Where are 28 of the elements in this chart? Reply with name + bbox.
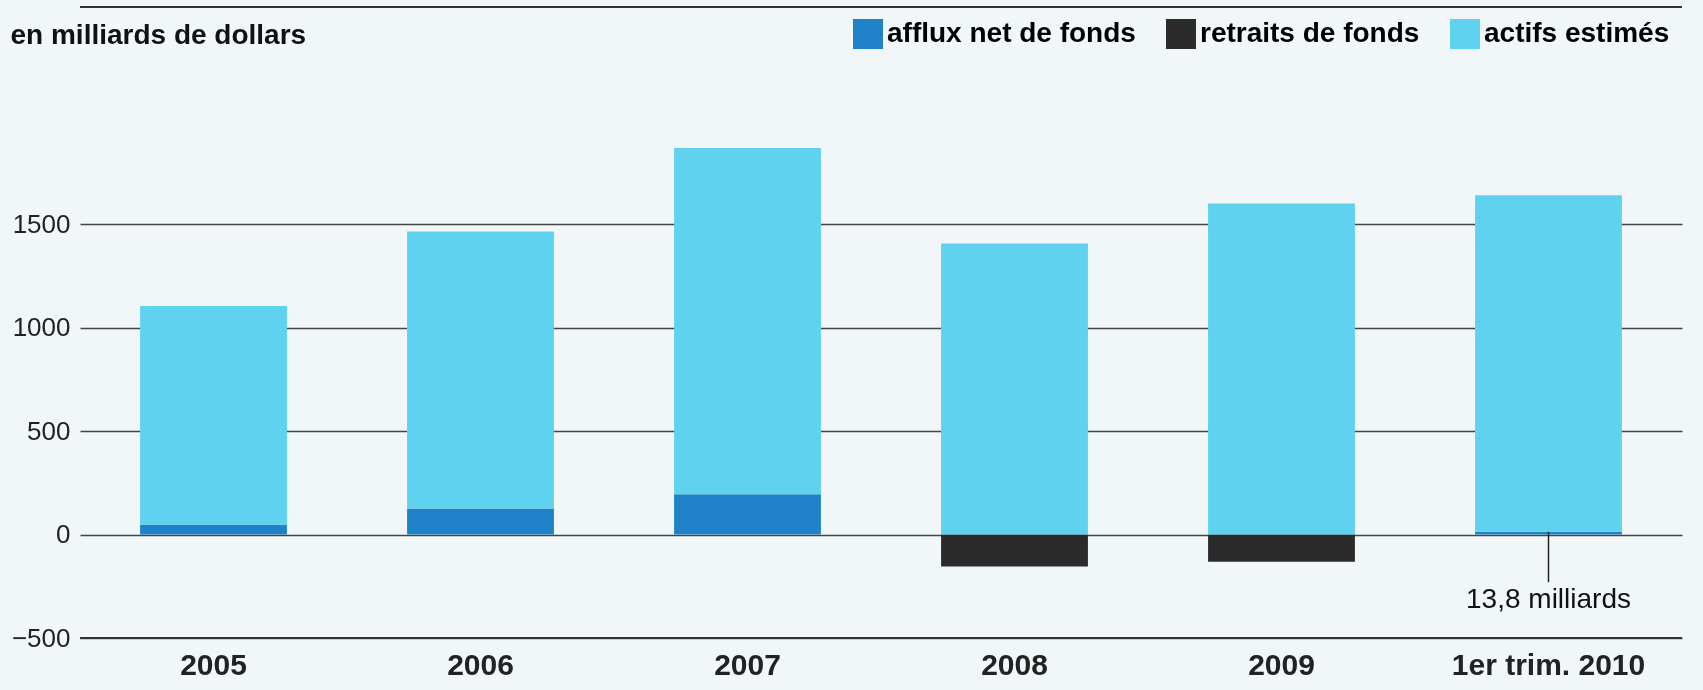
x-tick-label: 2008 (981, 647, 1048, 681)
bar (1475, 195, 1622, 532)
legend-label: actifs estimés (1484, 17, 1670, 48)
legend-label: retraits de fonds (1200, 17, 1420, 48)
bar (1475, 531, 1622, 535)
y-tick-label: 500 (27, 415, 71, 446)
bar (140, 305, 287, 525)
x-tick-label: 2007 (714, 647, 781, 681)
x-tick-label: 2006 (447, 647, 514, 681)
legend-label: afflux net de fonds (887, 17, 1136, 48)
y-tick-label: 1500 (12, 208, 71, 239)
annotation: 13,8 milliards (1466, 583, 1631, 615)
x-tick-label: 2005 (180, 647, 247, 681)
bar (140, 524, 287, 535)
bar (941, 534, 1088, 567)
bar (674, 148, 821, 495)
y-axis-title: en milliards de dollars (10, 18, 307, 50)
y-tick-label: −500 (11, 622, 71, 653)
bar (1208, 203, 1355, 535)
bar (941, 243, 1088, 535)
bar (1208, 534, 1355, 562)
x-tick-label: 2009 (1248, 647, 1315, 681)
bar (674, 494, 821, 535)
bar (407, 508, 554, 535)
bar (407, 231, 554, 509)
y-tick-label: 0 (56, 519, 71, 550)
x-tick-label: 1er trim. 2010 (1451, 647, 1646, 681)
y-tick-label: 1000 (12, 312, 71, 343)
